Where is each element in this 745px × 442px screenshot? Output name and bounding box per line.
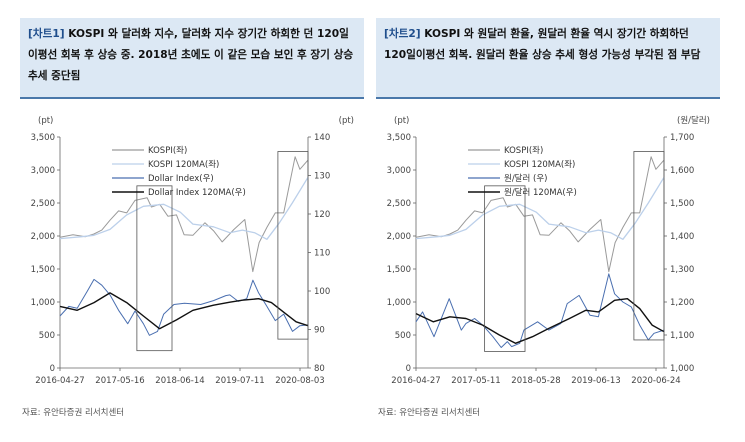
right-tick-label: 1,100 xyxy=(670,331,694,341)
chart1-panel: [차트1] KOSPI 와 달러화 지수, 달러화 지수 장기간 하회한 던 1… xyxy=(20,18,364,418)
right-tick-label: 1,600 xyxy=(670,166,694,176)
legend-label-2: 원/달러 (우) xyxy=(504,173,547,184)
legend-label-0: KOSPI(좌) xyxy=(148,146,187,156)
chart1-source: 자료: 유안타증권 리서치센터 xyxy=(22,408,125,418)
legend-label-3: Dollar Index 120MA(우) xyxy=(148,188,246,198)
chart2-tag: [차트2] xyxy=(384,28,421,40)
series-line-0 xyxy=(59,156,309,273)
chart1-tag: [차트1] xyxy=(28,28,65,40)
x-tick-label: 2018-05-28 xyxy=(511,376,560,386)
x-tick-label: 2020-06-24 xyxy=(631,376,680,386)
legend-label-2: Dollar Index(우) xyxy=(148,174,214,184)
series-line-2 xyxy=(59,278,309,336)
x-tick-label: 2016-04-27 xyxy=(35,376,84,386)
x-tick-label: 2018-06-14 xyxy=(155,376,204,386)
chart2-title: [차트2] KOSPI 와 원달러 환율, 원달러 환율 역시 장기간 하회하던… xyxy=(384,28,701,61)
right-tick-label: 1,700 xyxy=(670,133,694,143)
left-tick-label: 1,000 xyxy=(31,298,55,308)
legend-label-1: KOSPI 120MA(좌) xyxy=(148,160,219,170)
right-tick-label: 1,400 xyxy=(670,232,694,242)
series-line-2 xyxy=(415,273,665,348)
right-unit-label: (원/달러) xyxy=(677,115,710,126)
x-tick-label: 2019-07-11 xyxy=(215,376,264,386)
legend-label-3: 원/달러 120MA(우) xyxy=(504,187,577,198)
series-line-0 xyxy=(415,156,665,273)
left-tick-label: 1,500 xyxy=(31,265,55,275)
left-tick-label: 3,500 xyxy=(387,133,411,143)
left-unit-label: (pt) xyxy=(394,116,409,126)
left-tick-label: 3,000 xyxy=(387,166,411,176)
right-unit-label: (pt) xyxy=(339,116,354,126)
left-tick-label: 0 xyxy=(50,364,55,374)
right-tick-label: 130 xyxy=(314,172,330,182)
left-tick-label: 3,000 xyxy=(31,166,55,176)
left-tick-label: 2,500 xyxy=(31,199,55,209)
right-tick-label: 100 xyxy=(314,287,330,297)
chart1-plot: (pt) (pt) 0 500 1,000 1,500 2,000 2,500 3,000 3,5… xyxy=(31,116,354,386)
left-tick-label: 2,000 xyxy=(31,232,55,242)
chart2-panel: [차트2] KOSPI 와 원달러 환율, 원달러 환율 역시 장기간 하회하던… xyxy=(376,18,720,418)
right-tick-label: 90 xyxy=(314,326,325,336)
chart2-plot: (pt) (원/달러) 0 500 1,000 1,500 2,000 2,500 3,000 3… xyxy=(387,115,710,386)
right-tick-label: 1,500 xyxy=(670,199,694,209)
right-tick-label: 1,300 xyxy=(670,265,694,275)
x-tick-label: 2020-08-03 xyxy=(275,376,324,386)
chart1-title: [차트1] KOSPI 와 달러화 지수, 달러화 지수 장기간 하회한 던 1… xyxy=(28,28,354,82)
series-line-3 xyxy=(415,298,665,344)
chart1-header: [차트1] KOSPI 와 달러화 지수, 달러화 지수 장기간 하회한 던 1… xyxy=(20,18,364,99)
chart2-source: 자료: 유안타증권 리서치센터 xyxy=(378,408,481,418)
right-tick-label: 80 xyxy=(314,364,325,374)
series-line-3 xyxy=(59,292,309,330)
left-tick-label: 2,500 xyxy=(387,199,411,209)
left-tick-label: 500 xyxy=(395,331,411,341)
left-tick-label: 1,500 xyxy=(387,265,411,275)
x-tick-label: 2019-06-13 xyxy=(571,376,620,386)
right-tick-label: 110 xyxy=(314,249,330,259)
left-unit-label: (pt) xyxy=(38,116,53,126)
highlight-box xyxy=(484,185,526,352)
highlight-box xyxy=(277,151,309,340)
left-tick-label: 0 xyxy=(406,364,411,374)
right-tick-label: 140 xyxy=(314,133,330,143)
series-line-1 xyxy=(59,176,309,240)
x-tick-label: 2017-05-16 xyxy=(95,376,144,386)
left-tick-label: 2,000 xyxy=(387,232,411,242)
highlight-box xyxy=(633,151,665,341)
left-tick-label: 1,000 xyxy=(387,298,411,308)
highlight-box xyxy=(136,185,173,352)
legend-label-0: KOSPI(좌) xyxy=(504,146,543,156)
left-tick-label: 500 xyxy=(39,331,55,341)
right-tick-label: 120 xyxy=(314,210,330,220)
x-tick-label: 2017-05-11 xyxy=(451,376,500,386)
left-tick-label: 3,500 xyxy=(31,133,55,143)
x-tick-label: 2016-04-27 xyxy=(391,376,440,386)
right-tick-label: 1,200 xyxy=(670,298,694,308)
series-line-1 xyxy=(415,176,665,240)
legend-label-1: KOSPI 120MA(좌) xyxy=(504,160,575,170)
right-tick-label: 1,000 xyxy=(670,364,694,374)
chart2-header: [차트2] KOSPI 와 원달러 환율, 원달러 환율 역시 장기간 하회하던… xyxy=(376,18,720,99)
